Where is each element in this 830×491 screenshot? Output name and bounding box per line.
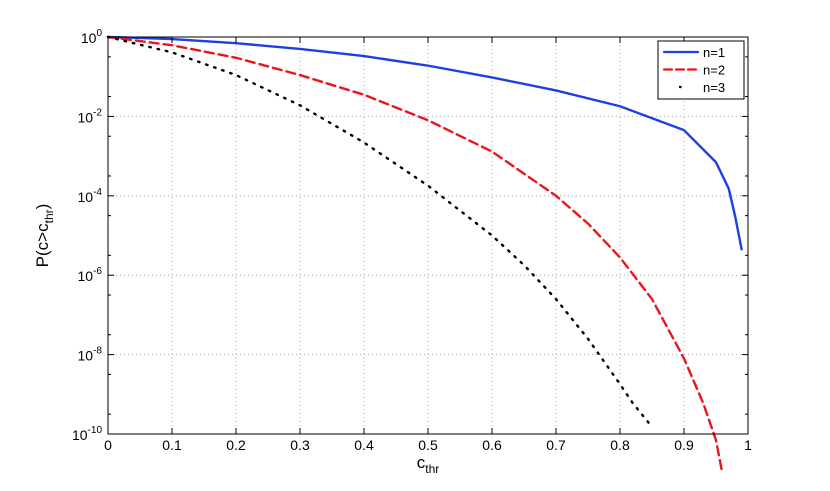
legend-label: n=1 <box>703 45 725 60</box>
x-tick-label: 0.1 <box>162 437 182 453</box>
x-tick-label: 0.5 <box>418 437 438 453</box>
x-tick-label: 0.6 <box>482 437 502 453</box>
x-tick-label: 1 <box>744 437 752 453</box>
x-axis-label: cthr <box>417 453 440 476</box>
y-tick-labels: 100 10-2 10-4 10-6 10-8 10-10 <box>72 28 102 443</box>
grid-lines <box>108 37 748 434</box>
x-tick-labels: 0 0.1 0.2 0.3 0.4 0.5 0.6 0.7 0.8 0.9 1 <box>104 437 752 453</box>
x-tick-label: 0 <box>104 437 112 453</box>
y-axis-label: P(c>cthr) <box>33 204 56 268</box>
y-tick-label: 10-4 <box>78 187 103 205</box>
series-layer <box>106 35 743 475</box>
x-tick-label: 0.4 <box>354 437 374 453</box>
x-tick-label: 0.3 <box>290 437 310 453</box>
x-tick-label: 0.7 <box>546 437 566 453</box>
y-tick-label: 10-8 <box>78 346 103 364</box>
y-tick-label: 10-6 <box>78 266 103 284</box>
y-tick-label: 10-10 <box>72 425 102 443</box>
legend-label: n=2 <box>703 63 725 78</box>
axis-ticks <box>107 36 749 435</box>
x-tick-label: 0.2 <box>226 437 246 453</box>
x-tick-label: 0.8 <box>610 437 630 453</box>
legend: n=1 n=2 n=3 <box>657 40 745 100</box>
series-line-n=2 <box>106 35 724 475</box>
x-tick-label: 0.9 <box>674 437 694 453</box>
legend-label: n=3 <box>703 80 725 95</box>
series-line-n=1 <box>106 35 743 251</box>
y-tick-label: 10-2 <box>78 107 103 125</box>
plot-background <box>108 37 748 434</box>
y-tick-label: 100 <box>81 28 103 46</box>
